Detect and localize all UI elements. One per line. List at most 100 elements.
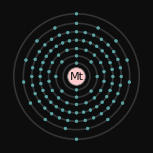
Circle shape [86,127,89,130]
Circle shape [55,105,58,108]
Circle shape [101,101,104,104]
Circle shape [30,75,33,78]
Circle shape [100,112,103,115]
Circle shape [93,97,96,99]
Circle shape [92,34,95,37]
Circle shape [82,111,85,114]
Circle shape [58,116,61,119]
Circle shape [75,103,78,106]
Circle shape [43,43,46,46]
Circle shape [25,59,27,62]
Circle shape [100,38,103,41]
Circle shape [89,109,92,111]
Circle shape [61,109,64,111]
Circle shape [64,127,67,130]
Circle shape [75,30,78,33]
Circle shape [31,84,34,87]
Circle shape [111,75,114,78]
Circle shape [119,66,122,69]
Circle shape [38,100,41,103]
Circle shape [61,61,63,63]
Circle shape [66,101,68,104]
Circle shape [49,49,52,52]
Circle shape [54,27,56,29]
Circle shape [49,101,52,104]
Circle shape [54,75,57,78]
Circle shape [75,88,78,91]
Circle shape [42,61,44,64]
Text: Mt: Mt [69,71,84,82]
Circle shape [45,95,48,98]
Circle shape [97,27,99,29]
Circle shape [107,43,110,46]
Circle shape [44,118,47,121]
Circle shape [31,66,34,69]
Circle shape [90,61,92,63]
Circle shape [85,49,87,52]
Circle shape [111,68,114,71]
Circle shape [66,49,68,52]
Circle shape [51,89,54,92]
Circle shape [68,68,85,85]
Circle shape [43,107,46,110]
Circle shape [111,82,114,85]
Circle shape [103,80,105,83]
Circle shape [89,42,92,44]
Circle shape [85,101,87,104]
Circle shape [90,90,92,92]
Circle shape [96,75,99,78]
Circle shape [45,55,48,58]
Circle shape [75,62,78,65]
Circle shape [106,118,109,121]
Circle shape [92,116,95,119]
Circle shape [34,92,37,95]
Circle shape [105,55,108,58]
Circle shape [68,39,71,42]
Circle shape [95,45,98,48]
Circle shape [93,54,96,56]
Circle shape [109,89,111,92]
Circle shape [29,102,32,104]
Circle shape [38,50,41,53]
Circle shape [50,38,53,41]
Circle shape [112,100,115,103]
Circle shape [115,39,117,42]
Circle shape [51,61,54,64]
Circle shape [107,107,110,110]
Circle shape [75,12,78,15]
Circle shape [75,47,78,50]
Circle shape [121,102,124,104]
Circle shape [55,45,58,48]
Circle shape [66,119,69,122]
Circle shape [34,58,37,61]
Circle shape [105,95,108,98]
Circle shape [109,61,111,64]
Circle shape [75,54,78,57]
Circle shape [61,90,63,92]
Circle shape [57,54,60,56]
Circle shape [95,105,98,108]
Circle shape [82,39,85,42]
Circle shape [57,97,60,99]
Circle shape [39,68,42,71]
Circle shape [84,119,87,122]
Circle shape [50,112,53,115]
Circle shape [48,80,50,83]
Circle shape [101,49,104,52]
Circle shape [61,42,64,44]
Circle shape [112,50,115,53]
Circle shape [36,39,38,42]
Circle shape [119,84,122,87]
Circle shape [75,39,78,41]
Circle shape [126,59,128,62]
Circle shape [84,31,87,34]
Circle shape [99,89,102,92]
Circle shape [116,58,119,61]
Circle shape [39,75,42,78]
Circle shape [48,70,50,73]
Circle shape [42,89,44,92]
Circle shape [99,61,102,64]
Circle shape [66,31,69,34]
Circle shape [128,81,131,83]
Circle shape [22,81,25,83]
